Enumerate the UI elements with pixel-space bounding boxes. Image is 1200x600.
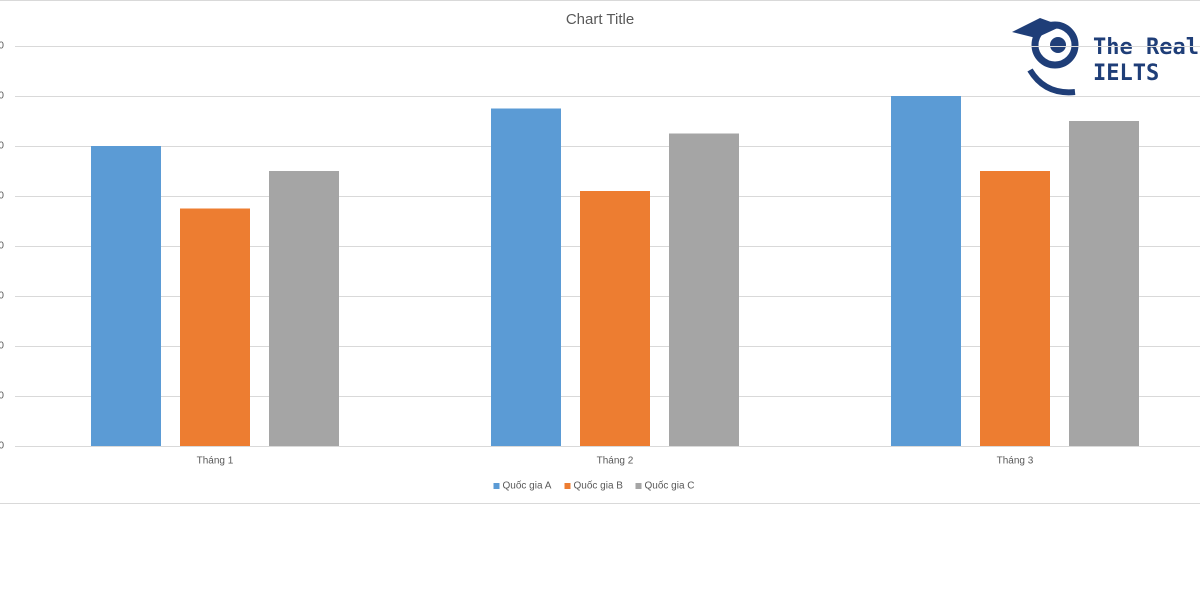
legend-label: Quốc gia B [574,480,624,492]
chart-title: Chart Title [566,11,634,28]
logo-icon [1050,37,1066,53]
logo-text: IELTS [1093,61,1159,86]
logo: The Real IELTS [1012,18,1199,96]
y-tick-label: 40 [0,241,4,252]
legend-label: Quốc gia C [645,480,695,492]
y-tick-label: 10 [0,391,4,402]
logo-icon [1027,68,1076,96]
bar [91,146,161,446]
y-tick-label: 80 [0,41,4,52]
legend-swatch [564,483,571,489]
x-tick-label: Tháng 1 [197,456,234,467]
x-tick-label: Tháng 3 [997,456,1034,467]
y-tick-label: 70 [0,91,4,102]
y-tick-label: 60 [0,141,4,152]
legend-label: Quốc gia A [503,480,552,492]
logo-icon [1012,18,1062,38]
bar [669,133,739,446]
y-tick-label: 50 [0,191,4,202]
bar [269,171,339,446]
legend-swatch [493,483,500,489]
y-tick-label: 0 [0,441,4,452]
bar [580,191,650,446]
logo-text: The Real [1093,35,1199,60]
bar [491,108,561,446]
bar [891,96,961,446]
x-tick-label: Tháng 2 [597,456,634,467]
legend-swatch [635,483,642,489]
y-tick-label: 30 [0,291,4,302]
bar [180,208,250,446]
bar [1069,121,1139,446]
bar [980,171,1050,446]
y-tick-label: 20 [0,341,4,352]
